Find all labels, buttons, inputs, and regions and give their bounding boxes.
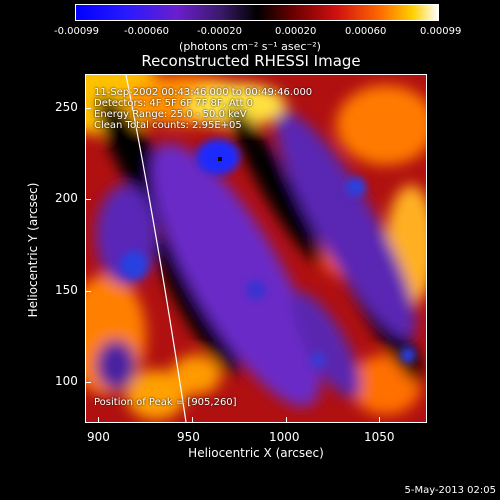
annotation-energy-range: Energy Range: 25.0 - 50.0 keV (94, 109, 247, 120)
x-tick-label: 900 (87, 430, 110, 444)
plot-title: Reconstructed RHESSI Image (141, 52, 361, 70)
colorbar-tick-label: 0.00060 (345, 26, 387, 37)
rhessi-image (86, 75, 426, 422)
peak-position-label: Position of Peak = [905,260] (94, 397, 237, 408)
date-stamp: 5-May-2013 02:05 (404, 485, 496, 496)
annotation-clean-counts: Clean Total counts: 2.95E+05 (94, 120, 242, 131)
colorbar-tick-label: 0.00099 (420, 26, 462, 37)
colorbar-tick-label: 0.00020 (275, 26, 317, 37)
y-tick-label: 250 (55, 100, 78, 114)
image-plot: 11-Sep-2002 00:43:46.000 to 00:49:46.000… (85, 74, 427, 423)
annotation-time-range: 11-Sep-2002 00:43:46.000 to 00:49:46.000 (94, 87, 313, 98)
colorbar-tick-label: -0.00099 (54, 26, 99, 37)
x-axis-label: Heliocentric X (arcsec) (188, 446, 324, 460)
annotation-detectors: Detectors: 4F 5F 6F 7F 8F, Att 0 (94, 98, 254, 109)
y-tick-label: 100 (55, 374, 78, 388)
colorbar (75, 4, 439, 21)
y-tick-label: 200 (55, 191, 78, 205)
colorbar-tick-label: -0.00060 (124, 26, 169, 37)
y-tick-label: 150 (55, 283, 78, 297)
x-tick-label: 1050 (364, 430, 395, 444)
colorbar-tick-label: -0.00020 (197, 26, 242, 37)
x-tick-label: 1000 (269, 430, 300, 444)
x-tick-label: 950 (177, 430, 200, 444)
colorbar-units: (photons cm⁻² s⁻¹ asec⁻²) (179, 40, 321, 53)
y-axis-label: Heliocentric Y (arcsec) (26, 182, 40, 318)
peak-marker (218, 157, 222, 161)
solar-limb-line (125, 75, 187, 422)
